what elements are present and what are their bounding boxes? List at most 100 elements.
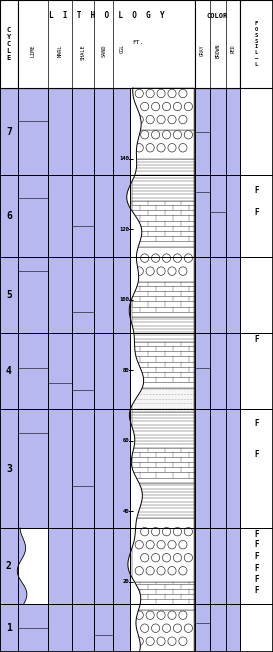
Bar [48, 383, 72, 409]
Bar [132, 582, 194, 610]
Bar [195, 257, 210, 333]
Bar [130, 88, 195, 652]
Text: RED: RED [230, 44, 235, 53]
Text: 40: 40 [123, 509, 129, 514]
Text: 3: 3 [6, 464, 12, 474]
Bar [94, 635, 113, 652]
Ellipse shape [168, 267, 176, 275]
Text: 6: 6 [6, 211, 12, 221]
Ellipse shape [168, 89, 176, 98]
Bar [18, 0, 195, 88]
Ellipse shape [168, 143, 176, 152]
Text: 120: 120 [119, 226, 129, 231]
Ellipse shape [141, 254, 149, 262]
Text: 4: 4 [6, 366, 12, 376]
Ellipse shape [152, 554, 160, 562]
Ellipse shape [135, 637, 143, 645]
Bar [132, 412, 194, 447]
Ellipse shape [146, 611, 154, 619]
Text: MARL: MARL [58, 44, 63, 57]
Ellipse shape [146, 267, 154, 275]
Ellipse shape [162, 527, 171, 536]
Bar [18, 528, 48, 604]
Ellipse shape [162, 254, 171, 262]
Bar [132, 342, 194, 388]
Ellipse shape [168, 541, 176, 549]
Ellipse shape [173, 130, 182, 139]
Ellipse shape [173, 254, 182, 262]
Text: 2: 2 [6, 561, 12, 571]
Ellipse shape [162, 130, 171, 139]
Ellipse shape [168, 567, 176, 575]
Text: 80: 80 [123, 368, 129, 372]
Text: C
Y
C
L
E: C Y C L E [7, 27, 11, 61]
Bar [195, 132, 210, 175]
Bar [132, 482, 194, 518]
Bar [132, 282, 194, 317]
Ellipse shape [184, 554, 192, 562]
Ellipse shape [168, 611, 176, 619]
Ellipse shape [184, 527, 192, 536]
Text: F
O
S
S
I
L
—
L: F O S S I L — L [255, 22, 258, 67]
Ellipse shape [152, 102, 160, 111]
Text: F: F [254, 335, 259, 344]
Text: L  I  T  H  O  L  O  G  Y: L I T H O L O G Y [49, 11, 164, 20]
Bar [195, 409, 210, 528]
Bar [0, 88, 273, 652]
Ellipse shape [157, 637, 165, 645]
Ellipse shape [135, 567, 143, 575]
Bar [132, 610, 194, 652]
Ellipse shape [173, 624, 182, 632]
Bar [132, 130, 194, 158]
Ellipse shape [162, 102, 171, 111]
Text: F: F [254, 552, 259, 561]
Ellipse shape [152, 130, 160, 139]
Text: 60: 60 [123, 438, 129, 443]
Text: 20: 20 [123, 579, 129, 584]
Ellipse shape [146, 567, 154, 575]
Text: 140: 140 [119, 156, 129, 161]
Ellipse shape [179, 89, 187, 98]
Ellipse shape [152, 624, 160, 632]
Bar [18, 198, 48, 257]
Bar [132, 246, 194, 282]
Text: 100: 100 [119, 297, 129, 302]
Bar [18, 271, 48, 333]
Ellipse shape [157, 541, 165, 549]
Bar [195, 528, 210, 604]
Bar [240, 88, 273, 652]
Text: F: F [254, 575, 259, 584]
Ellipse shape [146, 143, 154, 152]
Bar [0, 0, 273, 88]
Ellipse shape [173, 527, 182, 536]
Ellipse shape [179, 611, 187, 619]
Ellipse shape [146, 89, 154, 98]
Text: F: F [254, 450, 259, 459]
Text: F: F [254, 586, 259, 595]
Ellipse shape [157, 611, 165, 619]
Text: BROWN: BROWN [216, 44, 221, 59]
Ellipse shape [179, 541, 187, 549]
Ellipse shape [179, 637, 187, 645]
Ellipse shape [146, 541, 154, 549]
Ellipse shape [184, 254, 192, 262]
Text: F: F [254, 186, 259, 195]
Bar [18, 368, 48, 409]
Ellipse shape [179, 143, 187, 152]
Bar [240, 0, 273, 88]
Text: F: F [254, 529, 259, 539]
Ellipse shape [141, 554, 149, 562]
Text: CGL: CGL [119, 44, 124, 53]
Bar [195, 0, 240, 88]
Ellipse shape [179, 567, 187, 575]
Ellipse shape [141, 527, 149, 536]
Text: GRAY: GRAY [200, 44, 205, 55]
Bar [72, 391, 94, 409]
Bar [72, 226, 94, 257]
Text: FT.: FT. [132, 40, 143, 45]
Bar [132, 317, 194, 342]
Ellipse shape [135, 541, 143, 549]
Ellipse shape [135, 143, 143, 152]
Ellipse shape [157, 267, 165, 275]
Ellipse shape [141, 130, 149, 139]
